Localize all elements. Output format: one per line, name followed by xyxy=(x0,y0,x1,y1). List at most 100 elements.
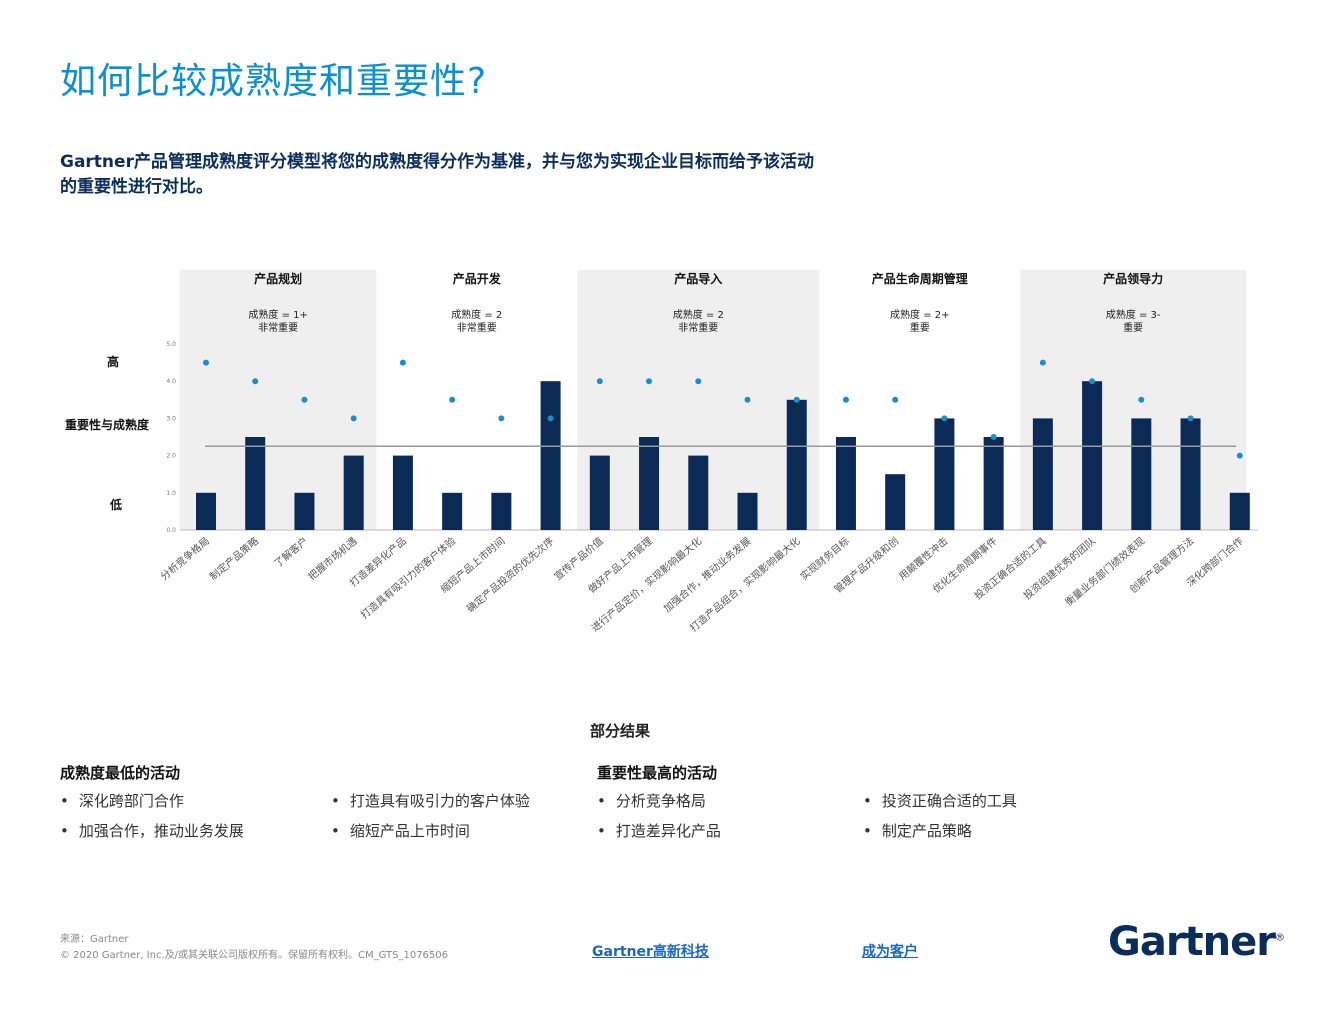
list-item: 分析竞争格局 xyxy=(597,790,721,820)
footer-source: 来源：Gartner © 2020 Gartner, Inc.及/或其关联公司版… xyxy=(60,932,448,964)
list-item: 投资正确合适的工具 xyxy=(863,790,1017,820)
copyright-text: © 2020 Gartner, Inc.及/或其关联公司版权所有。保留所有权利。… xyxy=(60,950,449,961)
y-tick-label: 4.0 xyxy=(166,378,176,385)
y-label-high: 高 xyxy=(107,354,119,369)
category-label: 制定产品策略 xyxy=(207,534,261,583)
group-maturity: 成熟度 = 1+ xyxy=(248,308,307,321)
group-label: 产品生命周期管理 xyxy=(872,271,968,286)
gartner-logo: Gartner® xyxy=(1108,919,1285,965)
y-tick-label: 5.0 xyxy=(166,341,176,348)
importance-dot xyxy=(744,396,751,403)
group-maturity: 成熟度 = 2 xyxy=(451,308,502,321)
bar xyxy=(294,492,315,530)
importance-dot xyxy=(1039,359,1046,366)
bar xyxy=(540,381,561,530)
importance-dot xyxy=(252,378,259,385)
importance-dot xyxy=(449,396,456,403)
lowest-list-1: 深化跨部门合作 加强合作，推动业务发展 xyxy=(60,790,244,850)
group-importance: 非常重要 xyxy=(678,321,718,334)
list-item: 打造差异化产品 xyxy=(597,820,721,850)
group-importance: 重要 xyxy=(910,321,930,334)
importance-dot xyxy=(1187,415,1194,422)
group-maturity: 成熟度 = 3- xyxy=(1106,308,1161,321)
importance-dot xyxy=(842,396,849,403)
importance-dot xyxy=(892,396,899,403)
list-item: 深化跨部门合作 xyxy=(60,790,244,820)
importance-dot xyxy=(990,434,997,440)
category-label: 了解客户 xyxy=(271,534,310,570)
group-shade xyxy=(180,270,377,530)
bar xyxy=(245,437,266,530)
bar xyxy=(737,492,758,530)
bar xyxy=(1180,418,1201,530)
bar xyxy=(589,455,610,530)
bar xyxy=(1131,418,1152,530)
lowest-maturity-heading: 成熟度最低的活动 xyxy=(60,764,181,782)
importance-dot xyxy=(301,396,308,403)
results-heading: 部分结果 xyxy=(589,722,650,740)
category-label: 实现财务目标 xyxy=(798,534,852,583)
logo-text: Gartner xyxy=(1108,919,1276,965)
bar xyxy=(1032,418,1053,530)
bar xyxy=(786,399,807,530)
group-importance: 非常重要 xyxy=(457,321,497,334)
y-axis-label: 重要性与成熟度 xyxy=(65,417,150,432)
group-label: 产品领导力 xyxy=(1103,271,1163,286)
page-title: 如何比较成熟度和重要性? xyxy=(60,61,488,102)
importance-dot xyxy=(203,359,209,366)
importance-dot xyxy=(596,378,603,385)
bar xyxy=(934,418,955,530)
bar xyxy=(392,455,413,530)
bar xyxy=(983,437,1004,530)
bar xyxy=(1082,381,1103,530)
list-item: 加强合作，推动业务发展 xyxy=(60,820,244,850)
group-importance: 非常重要 xyxy=(258,321,298,334)
category-label: 加强合作，推动业务发展 xyxy=(661,534,754,615)
bar xyxy=(442,492,463,530)
group-importance: 重要 xyxy=(1123,321,1143,334)
highest-list-1: 分析竞争格局 打造差异化产品 xyxy=(597,790,721,850)
highest-importance-heading: 重要性最高的活动 xyxy=(597,764,718,782)
importance-dot xyxy=(793,396,800,403)
become-client-link[interactable]: 成为客户 xyxy=(862,944,918,960)
y-tick-label: 1.0 xyxy=(166,490,176,497)
registered-mark: ® xyxy=(1275,932,1285,944)
y-tick-label: 3.0 xyxy=(166,415,176,422)
group-maturity: 成熟度 = 2 xyxy=(673,308,724,321)
bar xyxy=(343,455,364,530)
bar xyxy=(491,492,512,530)
list-item: 缩短产品上市时间 xyxy=(331,820,530,850)
group-label: 产品规划 xyxy=(254,271,302,286)
bar xyxy=(885,474,906,530)
category-label: 把握市场机遇 xyxy=(305,534,359,583)
importance-dot xyxy=(646,378,653,385)
importance-dot xyxy=(498,415,505,422)
category-label: 用颠覆性冲击 xyxy=(896,534,950,583)
group-label: 产品开发 xyxy=(453,271,502,286)
importance-dot xyxy=(1138,396,1145,403)
category-label: 分析竞争格局 xyxy=(158,534,212,583)
bar xyxy=(639,437,660,530)
category-label: 衡量业务部门绩效表现 xyxy=(1062,534,1147,608)
importance-dot xyxy=(695,378,702,385)
importance-dot xyxy=(547,415,554,422)
group-label: 产品导入 xyxy=(674,271,722,286)
importance-dot xyxy=(399,359,406,366)
y-tick-label: 0.0 xyxy=(166,527,176,534)
importance-dot xyxy=(941,415,948,422)
bar xyxy=(835,437,856,530)
category-label: 确定产品投资的优先次序 xyxy=(464,534,557,615)
y-label-low: 低 xyxy=(109,497,122,512)
bar xyxy=(688,455,709,530)
bar xyxy=(196,492,216,530)
source-text: 来源：Gartner xyxy=(60,934,129,945)
group-maturity: 成熟度 = 2+ xyxy=(890,308,949,321)
gartner-tech-link[interactable]: Gartner高新科技 xyxy=(592,944,709,960)
importance-dot xyxy=(1089,378,1096,385)
importance-dot xyxy=(350,415,357,422)
list-item: 制定产品策略 xyxy=(863,820,1017,850)
category-label: 打造具有吸引力的客户体验 xyxy=(358,534,458,621)
lowest-list-2: 打造具有吸引力的客户体验 缩短产品上市时间 xyxy=(331,790,530,850)
bar xyxy=(1229,492,1250,530)
